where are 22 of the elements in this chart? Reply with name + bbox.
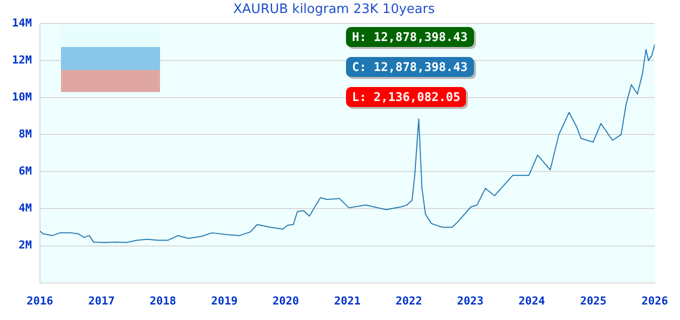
x-tick-label: 2017 — [88, 294, 115, 308]
y-tick-label: 8M — [18, 128, 32, 141]
x-tick-label: 2024 — [518, 294, 546, 308]
y-tick-label: 2M — [18, 238, 32, 252]
y-tick-label: 10M — [12, 90, 32, 104]
x-tick-label: 2025 — [580, 294, 607, 308]
x-tick-label: 2020 — [272, 294, 300, 308]
annotation: H: 12,878,398.43 — [346, 27, 474, 47]
y-tick-label: 14M — [12, 16, 32, 30]
annotation: L: 2,136,082.05 — [346, 87, 466, 107]
y-tick-label: 12M — [12, 53, 32, 66]
x-tick-label: 2018 — [150, 294, 176, 308]
x-tick-label: 2021 — [334, 294, 362, 308]
chart-title: XAURUB kilogram 23K 10years — [233, 2, 435, 18]
x-tick-label: 2026 — [642, 294, 668, 308]
x-tick-label: 2022 — [396, 294, 422, 308]
x-tick-label: 2023 — [457, 294, 484, 308]
y-tick-label: 6M — [18, 164, 32, 178]
annotation: C: 12,878,398.43 — [346, 57, 474, 77]
x-tick-label: 2016 — [26, 294, 54, 308]
x-tick-label: 2019 — [211, 294, 238, 308]
y-tick-label: 4M — [18, 202, 32, 215]
